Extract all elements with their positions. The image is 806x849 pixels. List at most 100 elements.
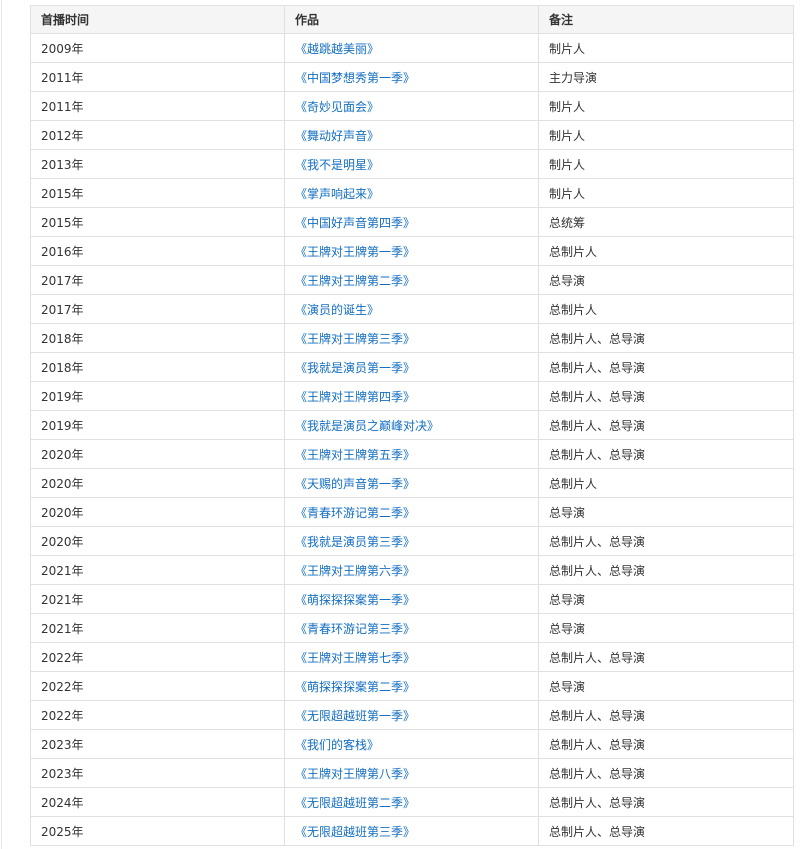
work-cell: 《我就是演员第一季》 — [284, 352, 539, 382]
work-link[interactable]: 《萌探探探案第二季》 — [295, 679, 416, 694]
work-link[interactable]: 《天赐的声音第一季》 — [295, 476, 416, 491]
air-date-cell: 2015年 — [30, 207, 285, 237]
note-cell: 总导演 — [538, 265, 794, 295]
table-row: 2022年 《无限超越班第一季》 总制片人、总导演 — [30, 700, 794, 730]
work-cell: 《王牌对王牌第七季》 — [284, 642, 539, 672]
work-link[interactable]: 《萌探探探案第一季》 — [295, 592, 416, 607]
table-row: 2020年 《青春环游记第二季》 总导演 — [30, 497, 794, 527]
work-link[interactable]: 《我就是演员第三季》 — [295, 534, 416, 549]
work-link[interactable]: 《王牌对王牌第五季》 — [295, 447, 416, 462]
work-cell: 《萌探探探案第二季》 — [284, 671, 539, 701]
note-cell: 制片人 — [538, 178, 794, 208]
work-link[interactable]: 《王牌对王牌第三季》 — [295, 331, 416, 346]
work-link[interactable]: 《舞动好声音》 — [295, 128, 380, 143]
table-row: 2009年 《越跳越美丽》 制片人 — [30, 33, 794, 63]
work-link[interactable]: 《王牌对王牌第八季》 — [295, 766, 416, 781]
work-cell: 《王牌对王牌第六季》 — [284, 555, 539, 585]
note-cell: 总导演 — [538, 497, 794, 527]
air-date-cell: 2019年 — [30, 381, 285, 411]
air-date-cell: 2023年 — [30, 729, 285, 759]
note-cell: 总制片人、总导演 — [538, 352, 794, 382]
work-link[interactable]: 《奇妙见面会》 — [295, 99, 380, 114]
air-date-cell: 2013年 — [30, 149, 285, 179]
work-cell: 《舞动好声音》 — [284, 120, 539, 150]
work-cell: 《我们的客栈》 — [284, 729, 539, 759]
table-row: 2017年 《演员的诞生》 总制片人 — [30, 294, 794, 324]
table-row: 2020年 《天赐的声音第一季》 总制片人 — [30, 468, 794, 498]
table-row: 2013年 《我不是明星》 制片人 — [30, 149, 794, 179]
work-link[interactable]: 《我就是演员之巅峰对决》 — [295, 418, 440, 433]
note-cell: 总统筹 — [538, 207, 794, 237]
work-cell: 《无限超越班第一季》 — [284, 700, 539, 730]
note-cell: 制片人 — [538, 91, 794, 121]
table-row: 2019年 《我就是演员之巅峰对决》 总制片人、总导演 — [30, 410, 794, 440]
work-link[interactable]: 《我不是明星》 — [295, 157, 380, 172]
table-row: 2020年 《我就是演员第三季》 总制片人、总导演 — [30, 526, 794, 556]
work-link[interactable]: 《青春环游记第三季》 — [295, 621, 416, 636]
air-date-cell: 2022年 — [30, 642, 285, 672]
work-cell: 《王牌对王牌第一季》 — [284, 236, 539, 266]
work-cell: 《无限超越班第二季》 — [284, 787, 539, 817]
header-air-date: 首播时间 — [30, 5, 285, 34]
note-cell: 总导演 — [538, 671, 794, 701]
air-date-cell: 2012年 — [30, 120, 285, 150]
air-date-cell: 2016年 — [30, 236, 285, 266]
page-edge-divider — [1, 0, 2, 849]
note-cell: 总制片人、总导演 — [538, 323, 794, 353]
work-cell: 《王牌对王牌第五季》 — [284, 439, 539, 469]
air-date-cell: 2020年 — [30, 439, 285, 469]
table-row: 2024年 《无限超越班第二季》 总制片人、总导演 — [30, 787, 794, 817]
note-cell: 总制片人、总导演 — [538, 729, 794, 759]
note-cell: 制片人 — [538, 149, 794, 179]
table-row: 2021年 《青春环游记第三季》 总导演 — [30, 613, 794, 643]
note-cell: 总制片人 — [538, 294, 794, 324]
table-row: 2017年 《王牌对王牌第二季》 总导演 — [30, 265, 794, 295]
air-date-cell: 2022年 — [30, 700, 285, 730]
work-link[interactable]: 《演员的诞生》 — [295, 302, 380, 317]
header-work: 作品 — [284, 5, 539, 34]
work-link[interactable]: 《越跳越美丽》 — [295, 41, 380, 56]
table-row: 2012年 《舞动好声音》 制片人 — [30, 120, 794, 150]
work-link[interactable]: 《青春环游记第二季》 — [295, 505, 416, 520]
air-date-cell: 2022年 — [30, 671, 285, 701]
note-cell: 总制片人、总导演 — [538, 555, 794, 585]
work-cell: 《无限超越班第三季》 — [284, 816, 539, 846]
air-date-cell: 2020年 — [30, 468, 285, 498]
note-cell: 总制片人、总导演 — [538, 787, 794, 817]
note-cell: 总制片人、总导演 — [538, 700, 794, 730]
work-link[interactable]: 《中国好声音第四季》 — [295, 215, 416, 230]
work-cell: 《王牌对王牌第三季》 — [284, 323, 539, 353]
work-cell: 《越跳越美丽》 — [284, 33, 539, 63]
work-link[interactable]: 《王牌对王牌第一季》 — [295, 244, 416, 259]
air-date-cell: 2017年 — [30, 294, 285, 324]
work-link[interactable]: 《中国梦想秀第一季》 — [295, 70, 416, 85]
air-date-cell: 2024年 — [30, 787, 285, 817]
work-link[interactable]: 《我们的客栈》 — [295, 737, 380, 752]
table-row: 2011年 《奇妙见面会》 制片人 — [30, 91, 794, 121]
note-cell: 主力导演 — [538, 62, 794, 92]
work-link[interactable]: 《王牌对王牌第六季》 — [295, 563, 416, 578]
table-row: 2015年 《中国好声音第四季》 总统筹 — [30, 207, 794, 237]
work-link[interactable]: 《王牌对王牌第七季》 — [295, 650, 416, 665]
air-date-cell: 2017年 — [30, 265, 285, 295]
note-cell: 总制片人、总导演 — [538, 381, 794, 411]
work-link[interactable]: 《我就是演员第一季》 — [295, 360, 416, 375]
table-row: 2015年 《掌声响起来》 制片人 — [30, 178, 794, 208]
note-cell: 总制片人、总导演 — [538, 816, 794, 846]
work-link[interactable]: 《无限超越班第二季》 — [295, 795, 416, 810]
work-cell: 《我就是演员第三季》 — [284, 526, 539, 556]
work-cell: 《青春环游记第三季》 — [284, 613, 539, 643]
table-row: 2019年 《王牌对王牌第四季》 总制片人、总导演 — [30, 381, 794, 411]
table-row: 2016年 《王牌对王牌第一季》 总制片人 — [30, 236, 794, 266]
table-row: 2023年 《我们的客栈》 总制片人、总导演 — [30, 729, 794, 759]
work-cell: 《王牌对王牌第四季》 — [284, 381, 539, 411]
work-link[interactable]: 《无限超越班第一季》 — [295, 708, 416, 723]
work-cell: 《奇妙见面会》 — [284, 91, 539, 121]
work-link[interactable]: 《王牌对王牌第二季》 — [295, 273, 416, 288]
work-link[interactable]: 《掌声响起来》 — [295, 186, 380, 201]
air-date-cell: 2011年 — [30, 62, 285, 92]
work-link[interactable]: 《无限超越班第三季》 — [295, 824, 416, 839]
note-cell: 总导演 — [538, 613, 794, 643]
work-link[interactable]: 《王牌对王牌第四季》 — [295, 389, 416, 404]
work-cell: 《王牌对王牌第八季》 — [284, 758, 539, 788]
